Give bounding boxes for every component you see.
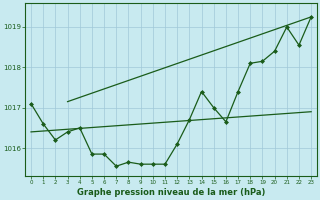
- X-axis label: Graphe pression niveau de la mer (hPa): Graphe pression niveau de la mer (hPa): [77, 188, 265, 197]
